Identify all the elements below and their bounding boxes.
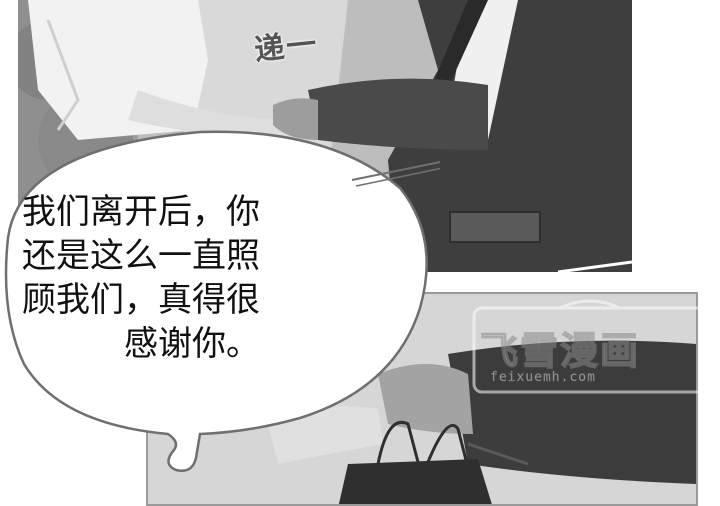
speech-bubble-text: 我们离开后，你 还是这么一直照 顾我们，真得很 感谢你。	[22, 190, 362, 366]
speech-line-1: 我们离开后，你	[22, 192, 260, 232]
speech-line-2: 还是这么一直照	[22, 236, 260, 276]
sound-effect-text: 递一	[252, 26, 321, 69]
speech-bubble	[4, 130, 440, 472]
watermark-title: 飞雪漫画	[479, 328, 641, 374]
watermark: 飞雪漫画 feixuemh.com	[470, 298, 710, 398]
speech-line-4: 感谢你。	[124, 324, 260, 364]
speech-line-3: 顾我们，真得很	[22, 280, 260, 320]
watermark-frame	[472, 299, 708, 394]
watermark-subtitle: feixuemh.com	[490, 370, 596, 386]
